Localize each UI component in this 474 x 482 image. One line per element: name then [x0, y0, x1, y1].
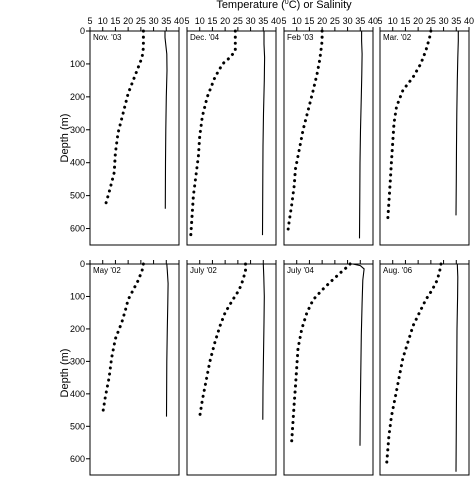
x-tick-label: 10 [98, 16, 108, 26]
salinity-line [261, 31, 266, 236]
panel-frame [283, 30, 374, 246]
x-tick-label: 15 [110, 16, 120, 26]
x-tick-label: 30 [439, 16, 449, 26]
x-tick-label: 15 [400, 16, 410, 26]
panel-frame [186, 30, 277, 246]
y-tick-label: 500 [70, 191, 85, 201]
x-tick-label: 30 [246, 16, 256, 26]
x-tick-label: 10 [292, 16, 302, 26]
x-tick-label: 5 [377, 16, 382, 26]
x-tick-label: 20 [220, 16, 230, 26]
x-tick-label: 10 [388, 16, 398, 26]
y-tick-label: 100 [70, 59, 85, 69]
y-tick-label: 300 [70, 125, 85, 135]
panel-2: Feb '03 [283, 27, 374, 246]
y-tick-label: 400 [70, 389, 85, 399]
y-tick-label: 200 [70, 324, 85, 334]
x-tick-label: 25 [330, 16, 340, 26]
y-tick-label: 300 [70, 356, 85, 366]
x-tick-label: 5 [87, 16, 92, 26]
panel-label: Mar. '02 [383, 33, 412, 42]
x-tick-label: 15 [304, 16, 314, 26]
panel-frame [379, 30, 470, 246]
panel-frame [89, 30, 180, 246]
panel-frame [379, 263, 470, 476]
panel-frame [89, 263, 180, 476]
y-tick-label: 200 [70, 92, 85, 102]
x-tick-label: 35 [355, 16, 365, 26]
salinity-line [455, 263, 459, 472]
panel-label: July '02 [190, 266, 217, 275]
panel-label: Feb '03 [287, 33, 314, 42]
x-tick-label: 10 [195, 16, 205, 26]
panel-4: May '02 [86, 260, 180, 476]
temperature-line [189, 29, 237, 237]
panel-7: Aug. '06 [379, 260, 470, 476]
y-tick-label: 400 [70, 158, 85, 168]
salinity-line [165, 263, 169, 417]
x-tick-label: 5 [184, 16, 189, 26]
x-tick-label: 35 [258, 16, 268, 26]
y-tick-label: 600 [70, 224, 85, 234]
x-tick-label: 35 [161, 16, 171, 26]
salinity-line [164, 31, 168, 209]
temperature-line [198, 262, 247, 419]
panel-label: Dec. '04 [190, 33, 220, 42]
panel-label: July '04 [287, 266, 314, 275]
x-tick-label: 35 [451, 16, 461, 26]
panel-3: Mar. '02 [379, 27, 470, 246]
x-tick-label: 40 [271, 16, 281, 26]
x-tick-label: 30 [343, 16, 353, 26]
salinity-line [358, 31, 363, 239]
x-tick-label: 15 [207, 16, 217, 26]
temperature-line [286, 29, 324, 234]
x-tick-label: 20 [413, 16, 423, 26]
y-tick-label: 100 [70, 291, 85, 301]
temperature-line [103, 29, 145, 207]
y-axis-label-bottom: Depth (m) [59, 349, 71, 398]
temperature-line [290, 262, 352, 444]
panel-frame [283, 263, 374, 476]
y-tick-label: 0 [80, 26, 85, 36]
y-tick-label: 500 [70, 421, 85, 431]
panel-label: May '02 [93, 266, 121, 275]
x-tick-label: 40 [368, 16, 378, 26]
panel-label: Nov. '03 [93, 33, 122, 42]
panel-frame [186, 263, 277, 476]
panel-0: Nov. '03 [86, 27, 180, 246]
salinity-line [455, 31, 459, 216]
x-tick-label: 40 [174, 16, 184, 26]
x-tick-label: 25 [233, 16, 243, 26]
temperature-line [101, 262, 145, 415]
chart-title: Temperature (0C) or Salinity [216, 0, 352, 11]
panel-6: July '04 [283, 260, 374, 476]
salinity-line [262, 263, 265, 420]
y-tick-label: 0 [80, 259, 85, 269]
x-tick-label: 30 [149, 16, 159, 26]
salinity-line [352, 263, 365, 446]
x-tick-label: 25 [136, 16, 146, 26]
y-axis-label-top: Depth (m) [59, 114, 71, 163]
y-tick-label: 600 [70, 454, 85, 464]
x-tick-label: 20 [317, 16, 327, 26]
x-tick-label: 5 [281, 16, 286, 26]
x-tick-label: 40 [464, 16, 474, 26]
x-tick-label: 25 [426, 16, 436, 26]
panel-1: Dec. '04 [186, 27, 277, 246]
panel-5: July '02 [186, 260, 277, 476]
temperature-line [384, 262, 443, 469]
panel-label: Aug. '06 [383, 266, 413, 275]
temperature-line [386, 29, 433, 224]
x-tick-label: 20 [123, 16, 133, 26]
